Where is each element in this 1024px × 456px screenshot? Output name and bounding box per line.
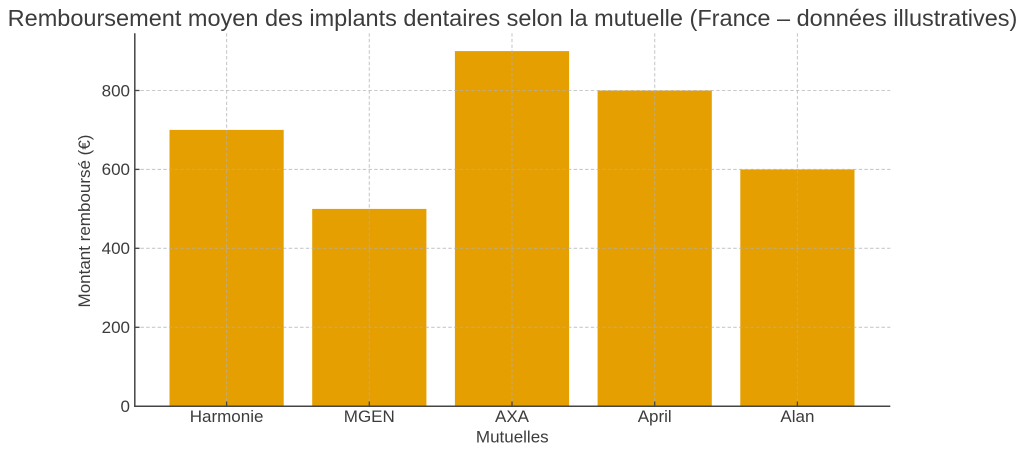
svg-text:200: 200 xyxy=(102,318,130,337)
svg-text:April: April xyxy=(638,407,672,426)
svg-text:Alan: Alan xyxy=(780,407,814,426)
svg-text:MGEN: MGEN xyxy=(344,407,395,426)
svg-text:0: 0 xyxy=(121,397,130,416)
svg-text:Remboursement moyen des implan: Remboursement moyen des implants dentair… xyxy=(8,5,1018,31)
svg-text:800: 800 xyxy=(102,81,130,100)
svg-text:Montant remboursé (€): Montant remboursé (€) xyxy=(75,135,94,308)
svg-text:Harmonie: Harmonie xyxy=(190,407,264,426)
svg-text:600: 600 xyxy=(102,160,130,179)
svg-text:Mutuelles: Mutuelles xyxy=(476,428,549,447)
svg-text:AXA: AXA xyxy=(495,407,530,426)
svg-text:400: 400 xyxy=(102,239,130,258)
